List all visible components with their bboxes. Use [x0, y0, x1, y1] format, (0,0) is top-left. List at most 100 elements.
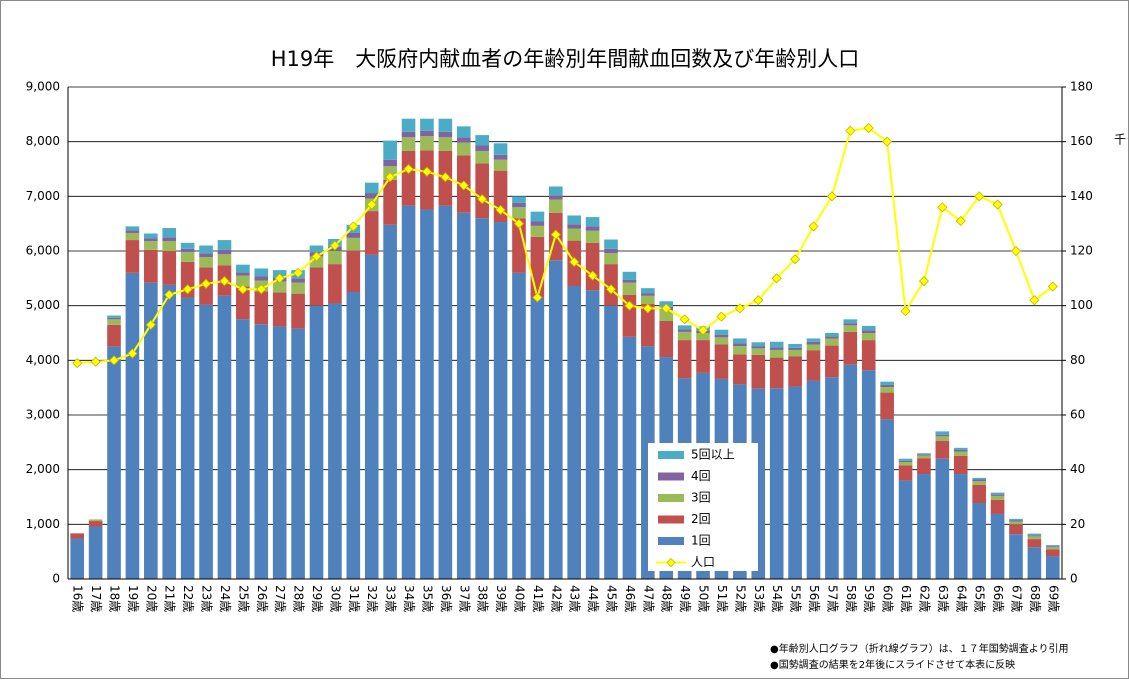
bar-segment: [1027, 536, 1042, 540]
bar-segment: [880, 384, 894, 388]
bar-segment: [530, 236, 545, 298]
bar-segment: [217, 249, 232, 255]
bar-segment: [604, 239, 618, 249]
bar-segment: [769, 357, 784, 389]
bar-segment: [917, 454, 931, 456]
bar-segment: [420, 136, 434, 151]
bar-segment: [401, 205, 416, 580]
bar-segment: [898, 480, 913, 579]
x-tick-label: 22歳: [181, 585, 195, 612]
bar-segment: [1009, 534, 1023, 579]
bar-segment: [585, 226, 600, 231]
bar-segment: [438, 118, 453, 132]
line-marker: [918, 276, 930, 287]
bar-segment: [751, 346, 766, 349]
bar-segment: [144, 249, 158, 283]
bar-segment: [990, 494, 1005, 496]
bar-segment: [530, 297, 545, 579]
line-marker: [200, 278, 212, 289]
bar-segment: [1027, 547, 1042, 579]
line-marker: [808, 221, 819, 232]
bar-segment: [935, 458, 950, 579]
y2-axis-label: 千: [1114, 133, 1126, 147]
bar-segment: [843, 319, 858, 324]
bar-segment: [309, 305, 324, 579]
bar-segment: [438, 205, 453, 580]
y-tick-label: 0: [52, 572, 60, 586]
x-tick-label: 17歳: [89, 585, 103, 612]
x-tick-label: 27歳: [273, 585, 287, 612]
bar-segment: [1027, 535, 1042, 537]
bar-segment: [733, 343, 747, 347]
line-marker: [1029, 295, 1040, 306]
line-marker: [329, 240, 340, 251]
x-tick-label: 63歳: [936, 585, 950, 612]
bar-segment: [641, 288, 655, 294]
x-tick-label: 30歳: [328, 585, 342, 612]
y2-tick-label: 80: [1070, 353, 1085, 367]
bar-segment: [125, 226, 140, 231]
bar-segment: [475, 135, 489, 146]
bar-segment: [530, 225, 545, 237]
bar-segment: [383, 224, 397, 579]
bar-segment: [567, 285, 582, 579]
y2-tick-label: 120: [1070, 244, 1093, 258]
bar-segment: [659, 310, 674, 321]
y-tick-label: 4,000: [26, 353, 60, 367]
bar-segment: [917, 453, 931, 455]
bar-segment: [1027, 533, 1042, 536]
bar-segment: [733, 354, 747, 385]
bar-segment: [199, 304, 213, 579]
bar-segment: [401, 131, 416, 138]
bar-segment: [328, 251, 342, 265]
y-tick-label: 3,000: [26, 408, 60, 422]
bar-segment: [788, 386, 802, 579]
bar-segment: [825, 336, 839, 339]
line-marker: [237, 284, 248, 295]
bar-segment: [1009, 521, 1023, 525]
x-tick-label: 66歳: [991, 585, 1005, 612]
bar-segment: [548, 260, 563, 579]
bar-segment: [180, 297, 195, 579]
bar-segment: [1027, 539, 1042, 548]
line-marker: [477, 194, 488, 205]
x-tick-label: 58歳: [844, 585, 858, 612]
bar-segment: [567, 228, 582, 241]
y2-tick-label: 20: [1070, 517, 1085, 531]
bar-segment: [788, 349, 802, 357]
bar-segment: [88, 526, 103, 579]
line-marker: [679, 314, 690, 325]
bar-segment: [806, 350, 821, 381]
bar-segment: [788, 347, 802, 350]
bar-segment: [659, 320, 674, 358]
bar-segment: [125, 272, 140, 579]
bar-segment: [162, 251, 177, 285]
bar-segment: [861, 325, 876, 331]
y2-tick-label: 160: [1070, 134, 1093, 148]
x-tick-label: 64歳: [954, 585, 968, 612]
bar-segment: [309, 256, 324, 268]
bar-segment: [180, 242, 195, 249]
legend-label: 1回: [691, 534, 711, 548]
line-marker: [256, 284, 267, 295]
bar-segment: [806, 380, 821, 579]
x-tick-label: 36歳: [439, 585, 453, 612]
bar-segment: [806, 341, 821, 345]
bar-segment: [733, 338, 747, 344]
x-tick-label: 18歳: [108, 585, 122, 612]
x-tick-label: 24歳: [218, 585, 232, 612]
bar-segment: [309, 245, 324, 253]
bar-segment: [236, 275, 250, 287]
line-marker: [974, 191, 985, 202]
y-tick-label: 6,000: [26, 244, 60, 258]
y-tick-label: 1,000: [26, 517, 60, 531]
bar-segment: [953, 474, 968, 579]
bar-segment: [530, 211, 545, 222]
x-tick-label: 39歳: [494, 585, 508, 612]
x-tick-label: 26歳: [255, 585, 269, 612]
line-marker: [513, 218, 525, 229]
line-marker: [311, 251, 322, 262]
bar-segment: [199, 253, 213, 258]
legend-label: 2回: [691, 512, 711, 526]
line-marker: [1010, 245, 1022, 257]
